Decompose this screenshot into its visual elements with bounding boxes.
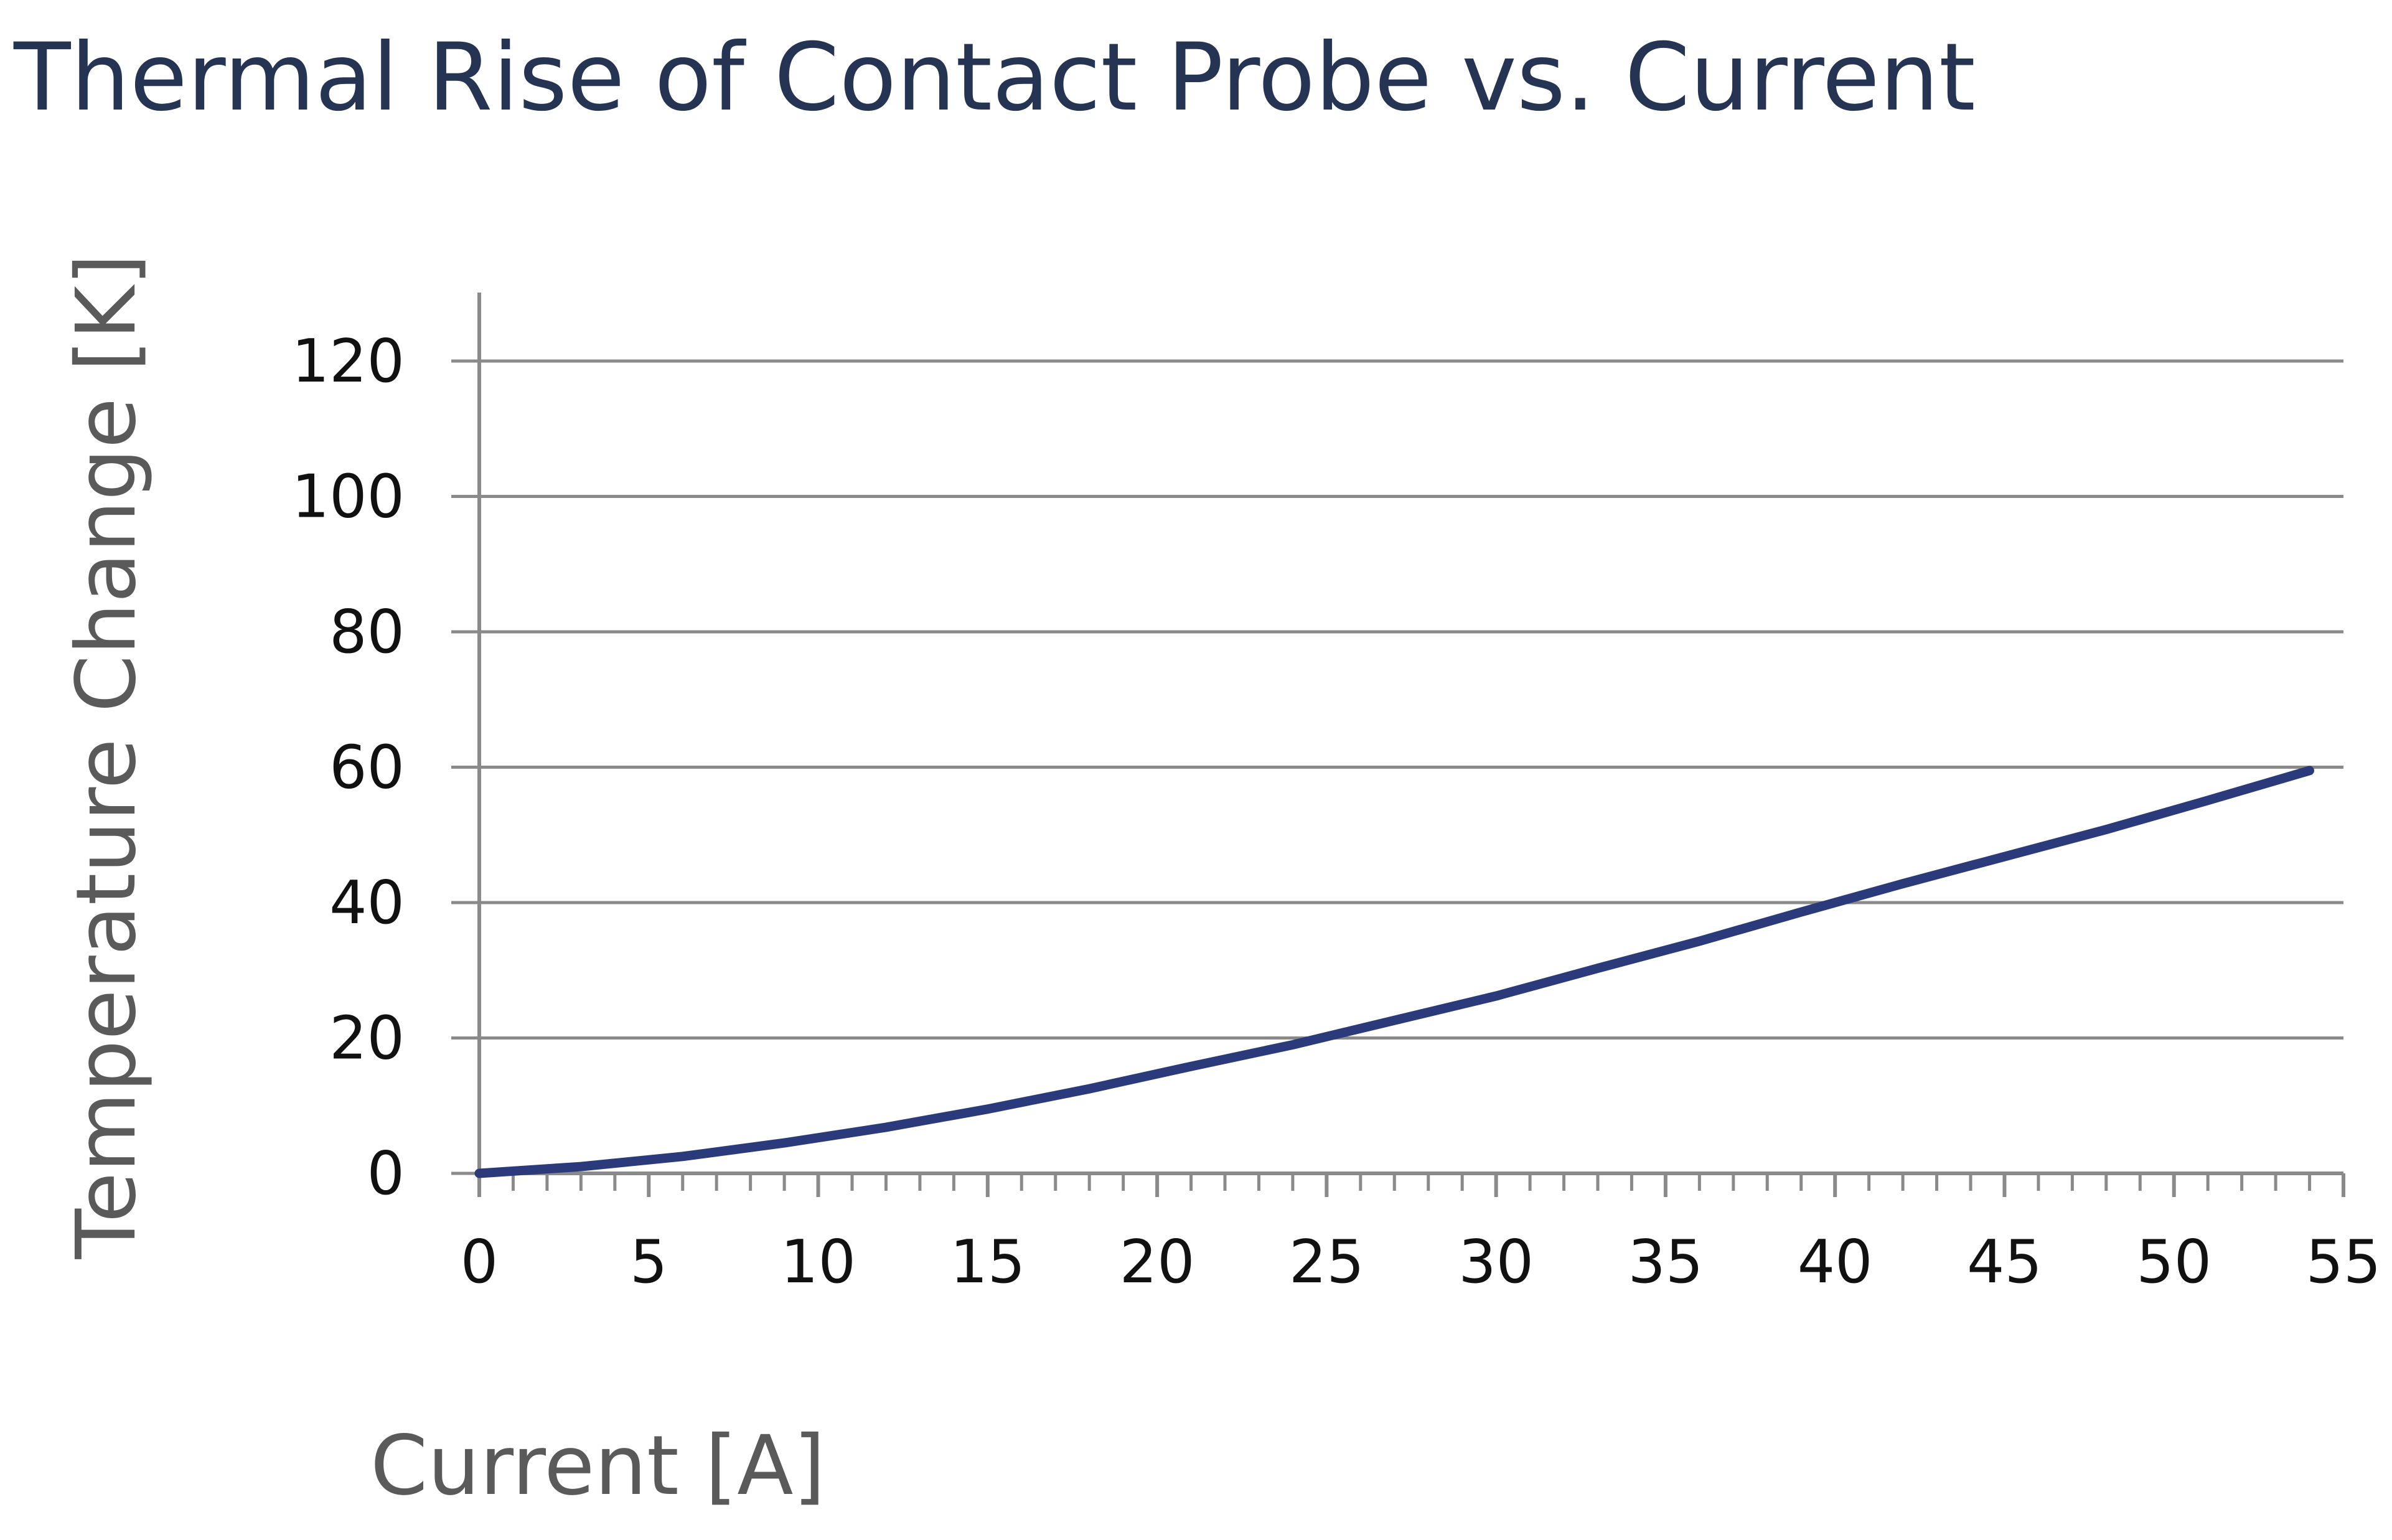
tick-labels: 0 20 40 60 80 100 120 0 5 10 15 20 25 30 35 40 45 50 55 bbox=[292, 327, 2381, 1297]
y-tick-label-120: 120 bbox=[292, 327, 405, 396]
y-axis-title: Temperature Change [K] bbox=[59, 253, 154, 1259]
x-tick-label-0: 0 bbox=[461, 1228, 498, 1297]
series-layer bbox=[474, 766, 2314, 1178]
x-tick-label-35: 35 bbox=[1628, 1228, 1703, 1297]
y-tick-label-40: 40 bbox=[329, 869, 405, 937]
y-tick-label-80: 80 bbox=[329, 598, 405, 667]
y-tick-label-20: 20 bbox=[329, 1005, 405, 1073]
chart-title: Thermal Rise of Contact Probe vs. Curren… bbox=[14, 24, 1976, 132]
axes bbox=[451, 293, 2345, 1197]
x-tick-label-5: 5 bbox=[630, 1228, 667, 1297]
x-tick-label-30: 30 bbox=[1458, 1228, 1534, 1297]
x-tick-label-15: 15 bbox=[950, 1228, 1025, 1297]
x-tick-label-55: 55 bbox=[2306, 1228, 2381, 1297]
x-axis-title: Current [A] bbox=[370, 1418, 825, 1514]
x-tick-label-10: 10 bbox=[781, 1228, 856, 1297]
x-tick-label-45: 45 bbox=[1967, 1228, 2042, 1297]
x-tick-label-40: 40 bbox=[1798, 1228, 1873, 1297]
y-tick-label-60: 60 bbox=[329, 734, 405, 802]
x-tick-label-25: 25 bbox=[1289, 1228, 1364, 1297]
y-tick-label-100: 100 bbox=[292, 463, 405, 532]
y-tick-label-0: 0 bbox=[367, 1140, 405, 1208]
x-tick-label-20: 20 bbox=[1120, 1228, 1195, 1297]
series-line-0 bbox=[474, 766, 2314, 1178]
gridlines bbox=[479, 359, 2343, 1040]
x-tick-label-50: 50 bbox=[2136, 1228, 2211, 1297]
